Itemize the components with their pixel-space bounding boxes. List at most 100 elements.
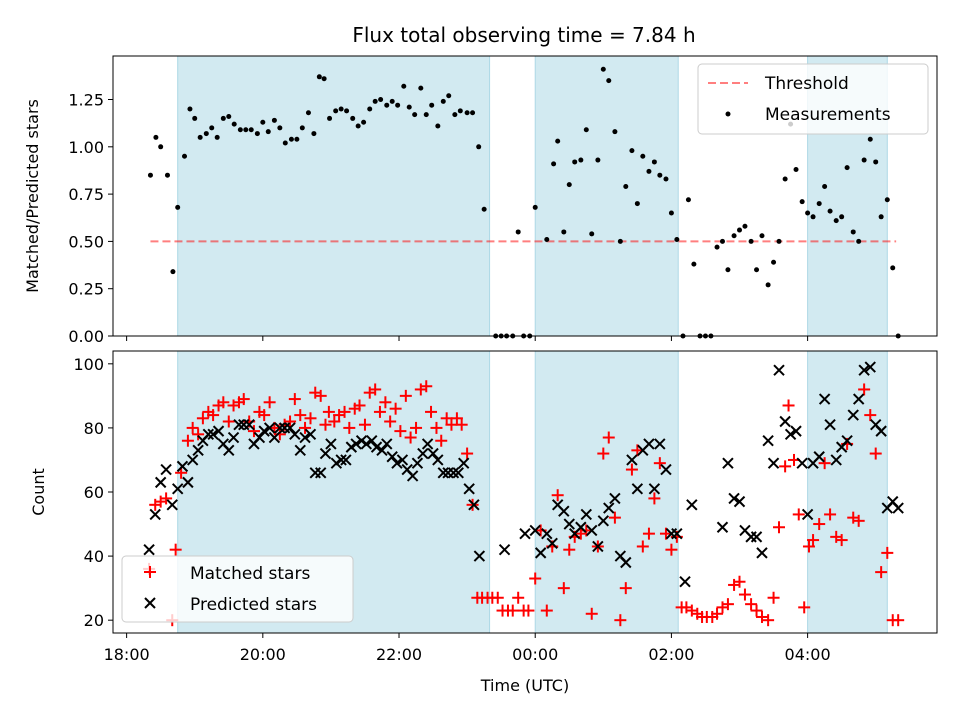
measurement-point (634, 201, 640, 207)
measurement-point (406, 104, 412, 110)
measurement-point (214, 134, 220, 140)
matched-star-point (779, 460, 792, 473)
measurement-point (742, 223, 748, 229)
predicted-star-point (756, 547, 768, 559)
matched-star-point (733, 575, 746, 588)
matched-star-point (551, 489, 564, 502)
measurement-point (583, 127, 589, 133)
matched-star-point (625, 463, 638, 476)
matched-star-point (755, 610, 768, 623)
time-x-tick-label: 00:00 (512, 645, 558, 664)
predicted-star-point (304, 428, 317, 441)
predicted-star-point (728, 492, 740, 505)
measurement-point (254, 131, 260, 137)
measurement-points (147, 66, 901, 339)
predicted-star-point (830, 454, 842, 466)
measurement-point (551, 161, 557, 167)
predicted-star-point (186, 454, 199, 466)
predicted-star-point (824, 418, 836, 431)
legend-matched-label: Matched stars (190, 564, 310, 584)
count-panel: 20 40 60 80 100 18:00 20:00 22:00 00:00 02:00 04:… (29, 350, 938, 695)
count-y-axis-label: Count (29, 468, 48, 516)
matched-star-point (767, 591, 780, 604)
measurement-point (793, 167, 799, 173)
measurement-point (389, 98, 395, 104)
measurement-point (423, 112, 429, 118)
matched-star-point (597, 447, 610, 460)
predicted-star-point (813, 451, 825, 463)
measurement-point (663, 176, 669, 182)
matched-star-point (461, 447, 474, 460)
predicted-star-point (679, 576, 691, 588)
predicted-star-point (847, 409, 859, 421)
measurement-point (226, 114, 232, 120)
measurement-point (782, 176, 788, 182)
matched-star-point (529, 572, 542, 585)
measurement-point (771, 259, 777, 265)
time-x-tick-label: 22:00 (376, 645, 422, 664)
time-x-tick-label: 02:00 (648, 645, 694, 664)
predicted-star-point (620, 556, 632, 569)
time-x-axis: 18:00 20:00 22:00 00:00 02:00 04:00 (104, 633, 831, 664)
predicted-star-point (223, 444, 235, 457)
measurement-point (153, 134, 159, 140)
predicted-star-point (722, 457, 734, 469)
predicted-star-point (892, 502, 904, 514)
measurement-point (827, 208, 833, 214)
predicted-star-point (154, 476, 167, 489)
matched-star-point (580, 524, 593, 537)
predicted-star-point (762, 435, 774, 447)
matched-star-point (430, 421, 443, 434)
measurement-point (305, 110, 311, 116)
matched-star-point (328, 415, 341, 428)
measurement-point (776, 238, 782, 244)
predicted-star-point (563, 518, 575, 530)
predicted-star-point (212, 425, 225, 437)
matched-star-point (237, 393, 250, 406)
measurement-point (878, 214, 884, 220)
predicted-star-point (421, 438, 434, 450)
matched-star-point (824, 508, 837, 521)
matched-star-point (557, 582, 570, 595)
measurement-point (237, 127, 243, 133)
predicted-star-point (875, 425, 887, 437)
measurement-point (327, 115, 333, 121)
measurement-point (367, 106, 373, 112)
predicted-star-point (498, 543, 511, 556)
ratio-y-tick-label: 0.00 (68, 327, 104, 346)
ratio-legend: Threshold Measurements (697, 63, 929, 135)
matched-star-point (792, 508, 805, 521)
measurement-point (861, 157, 867, 163)
measurement-point (446, 93, 452, 99)
predicted-star-point (631, 483, 644, 495)
time-x-tick-label: 18:00 (104, 645, 150, 664)
predicted-star-point (796, 457, 808, 469)
predicted-star-point (546, 537, 558, 549)
count-legend-box (121, 555, 354, 623)
measurement-point (544, 237, 550, 243)
measurement-point (384, 102, 390, 108)
ratio-panel-frame (112, 55, 938, 337)
measurement-point (378, 97, 384, 103)
predicted-star-point (284, 422, 296, 434)
shaded-interval-1 (534, 55, 679, 337)
matched-star-point (353, 399, 366, 412)
matched-star-point (745, 598, 758, 611)
measurement-point (470, 110, 476, 116)
measurement-point (640, 153, 646, 159)
matched-star-point (273, 428, 286, 441)
measurement-point (182, 153, 188, 159)
legend-measurements-label: Measurements (765, 105, 891, 125)
ratio-y-tick-label: 1.00 (68, 138, 104, 157)
matched-star-point (319, 418, 332, 431)
legend-predicted-label: Predicted stars (190, 595, 317, 615)
measurement-point (850, 229, 856, 235)
measurement-point (515, 229, 521, 235)
matched-star-point (585, 607, 598, 620)
measurement-point (231, 121, 237, 127)
matched-star-point (314, 389, 327, 402)
measurement-point (623, 184, 629, 190)
predicted-star-point (626, 454, 638, 466)
predicted-star-point (801, 508, 814, 521)
measurement-point (243, 127, 249, 133)
